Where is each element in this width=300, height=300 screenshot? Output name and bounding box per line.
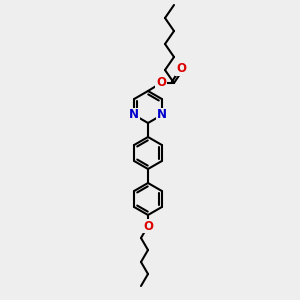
Text: O: O [143, 220, 153, 232]
Text: N: N [157, 109, 167, 122]
Text: N: N [129, 109, 139, 122]
Text: O: O [156, 76, 166, 89]
Text: O: O [176, 62, 186, 76]
